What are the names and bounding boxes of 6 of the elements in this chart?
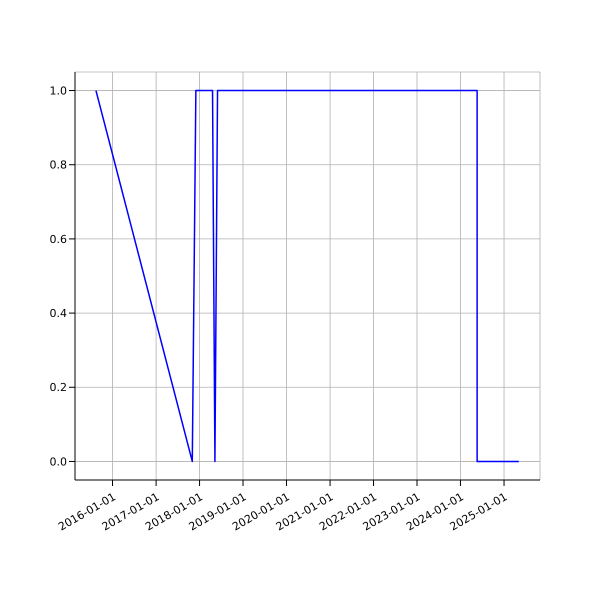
y-tick-label: 0.2: [50, 381, 67, 394]
y-tick-label: 0.8: [50, 158, 67, 172]
y-tick-label: 0.6: [50, 232, 67, 246]
y-tick-label: 0.4: [50, 306, 67, 320]
y-tick-label: 1.0: [50, 84, 67, 98]
y-tick-label: 0.0: [50, 455, 67, 468]
